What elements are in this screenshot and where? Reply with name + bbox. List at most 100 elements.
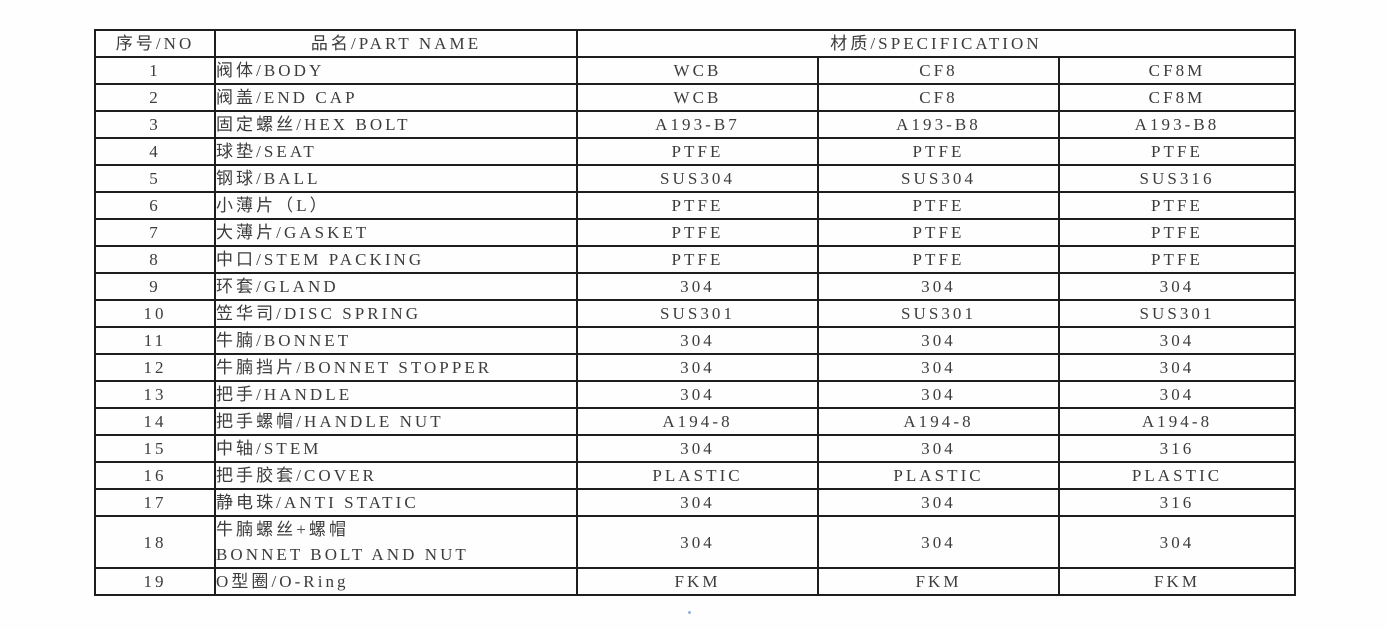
spec-cell-3: PTFE bbox=[1058, 191, 1296, 220]
part-name-cell: O型圈/O-Ring bbox=[214, 567, 578, 596]
spec-cell-1: SUS301 bbox=[576, 299, 819, 328]
parts-table-body: 1 阀体/BODY WCB CF8 CF8M 2 阀盖/END CAP WCB … bbox=[94, 56, 1296, 596]
row-no-cell: 19 bbox=[94, 567, 216, 596]
table-row: 9 环套/GLAND 304 304 304 bbox=[94, 272, 1296, 301]
spec-cell-2: 304 bbox=[817, 326, 1060, 355]
row-no-cell: 4 bbox=[94, 137, 216, 166]
part-name-cell: 静电珠/ANTI STATIC bbox=[214, 488, 578, 517]
part-name-line1: 把手螺帽/HANDLE NUT bbox=[216, 412, 444, 431]
table-row: 17 静电珠/ANTI STATIC 304 304 316 bbox=[94, 488, 1296, 517]
part-name-cell: 小薄片（L） bbox=[214, 191, 578, 220]
spec-cell-3: SUS301 bbox=[1058, 299, 1296, 328]
part-name-line1: 把手胶套/COVER bbox=[216, 466, 377, 485]
table-row: 8 中口/STEM PACKING PTFE PTFE PTFE bbox=[94, 245, 1296, 274]
spec-cell-1: PTFE bbox=[576, 191, 819, 220]
parts-spec-table: 序号/NO 品名/PART NAME 材质/SPECIFICATION 1 阀体… bbox=[94, 29, 1296, 596]
row-no-cell: 3 bbox=[94, 110, 216, 139]
spec-cell-1: 304 bbox=[576, 272, 819, 301]
part-name-line1: 把手/HANDLE bbox=[216, 385, 353, 404]
spec-cell-1: 304 bbox=[576, 353, 819, 382]
table-row: 11 牛腩/BONNET 304 304 304 bbox=[94, 326, 1296, 355]
spec-cell-1: SUS304 bbox=[576, 164, 819, 193]
spec-cell-2: PTFE bbox=[817, 245, 1060, 274]
spec-cell-1: 304 bbox=[576, 380, 819, 409]
header-row: 序号/NO 品名/PART NAME 材质/SPECIFICATION bbox=[94, 29, 1296, 58]
row-no-cell: 16 bbox=[94, 461, 216, 490]
row-no-cell: 17 bbox=[94, 488, 216, 517]
table-row: 13 把手/HANDLE 304 304 304 bbox=[94, 380, 1296, 409]
table-row: 16 把手胶套/COVER PLASTIC PLASTIC PLASTIC bbox=[94, 461, 1296, 490]
part-name-line1: 静电珠/ANTI STATIC bbox=[216, 493, 419, 512]
part-name-cell: 阀盖/END CAP bbox=[214, 83, 578, 112]
spec-cell-1: 304 bbox=[576, 515, 819, 569]
part-name-line1: 固定螺丝/HEX BOLT bbox=[216, 115, 411, 134]
spec-cell-3: 304 bbox=[1058, 380, 1296, 409]
row-no-cell: 11 bbox=[94, 326, 216, 355]
part-name-cell: 环套/GLAND bbox=[214, 272, 578, 301]
table-row: 3 固定螺丝/HEX BOLT A193-B7 A193-B8 A193-B8 bbox=[94, 110, 1296, 139]
part-name-cell: 中口/STEM PACKING bbox=[214, 245, 578, 274]
spec-cell-2: 304 bbox=[817, 434, 1060, 463]
row-no-cell: 5 bbox=[94, 164, 216, 193]
table-row: 18 牛腩螺丝+螺帽 BONNET BOLT AND NUT 304 304 3… bbox=[94, 515, 1296, 569]
spec-cell-3: 304 bbox=[1058, 272, 1296, 301]
part-name-line1: 球垫/SEAT bbox=[216, 142, 317, 161]
spec-cell-2: A194-8 bbox=[817, 407, 1060, 436]
table-row: 7 大薄片/GASKET PTFE PTFE PTFE bbox=[94, 218, 1296, 247]
part-name-cell: 牛腩螺丝+螺帽 BONNET BOLT AND NUT bbox=[214, 515, 578, 569]
row-no-cell: 15 bbox=[94, 434, 216, 463]
part-name-line1: 牛腩螺丝+螺帽 bbox=[216, 520, 350, 539]
spec-cell-3: PTFE bbox=[1058, 245, 1296, 274]
part-name-cell: 大薄片/GASKET bbox=[214, 218, 578, 247]
spec-cell-1: PTFE bbox=[576, 137, 819, 166]
table-row: 19 O型圈/O-Ring FKM FKM FKM bbox=[94, 567, 1296, 596]
part-name-cell: 球垫/SEAT bbox=[214, 137, 578, 166]
table-row: 10 笠华司/DISC SPRING SUS301 SUS301 SUS301 bbox=[94, 299, 1296, 328]
spec-cell-2: SUS301 bbox=[817, 299, 1060, 328]
spec-cell-2: 304 bbox=[817, 380, 1060, 409]
row-no-cell: 9 bbox=[94, 272, 216, 301]
part-name-cell: 阀体/BODY bbox=[214, 56, 578, 85]
spec-cell-1: PLASTIC bbox=[576, 461, 819, 490]
part-name-line1: 大薄片/GASKET bbox=[216, 223, 370, 242]
row-no-cell: 7 bbox=[94, 218, 216, 247]
spec-cell-1: A194-8 bbox=[576, 407, 819, 436]
part-name-line1: 牛腩/BONNET bbox=[216, 331, 352, 350]
spec-cell-2: PTFE bbox=[817, 218, 1060, 247]
spec-cell-2: PTFE bbox=[817, 137, 1060, 166]
spec-cell-2: 304 bbox=[817, 515, 1060, 569]
part-name-line1: 牛腩挡片/BONNET STOPPER bbox=[216, 358, 493, 377]
table-row: 4 球垫/SEAT PTFE PTFE PTFE bbox=[94, 137, 1296, 166]
part-name-cell: 把手胶套/COVER bbox=[214, 461, 578, 490]
scan-artifact-dot bbox=[688, 611, 691, 614]
spec-cell-3: SUS316 bbox=[1058, 164, 1296, 193]
spec-cell-1: WCB bbox=[576, 83, 819, 112]
spec-cell-3: PLASTIC bbox=[1058, 461, 1296, 490]
row-no-cell: 8 bbox=[94, 245, 216, 274]
row-no-cell: 1 bbox=[94, 56, 216, 85]
table-row: 1 阀体/BODY WCB CF8 CF8M bbox=[94, 56, 1296, 85]
spec-cell-2: A193-B8 bbox=[817, 110, 1060, 139]
spec-cell-3: 316 bbox=[1058, 434, 1296, 463]
spec-cell-2: CF8 bbox=[817, 83, 1060, 112]
spec-cell-1: PTFE bbox=[576, 218, 819, 247]
part-name-line1: O型圈/O-Ring bbox=[216, 572, 349, 591]
table-row: 6 小薄片（L） PTFE PTFE PTFE bbox=[94, 191, 1296, 220]
spec-cell-2: 304 bbox=[817, 272, 1060, 301]
part-name-cell: 笠华司/DISC SPRING bbox=[214, 299, 578, 328]
table-row: 14 把手螺帽/HANDLE NUT A194-8 A194-8 A194-8 bbox=[94, 407, 1296, 436]
spec-cell-3: CF8M bbox=[1058, 83, 1296, 112]
part-name-cell: 中轴/STEM bbox=[214, 434, 578, 463]
spec-cell-2: FKM bbox=[817, 567, 1060, 596]
spec-cell-1: 304 bbox=[576, 434, 819, 463]
part-name-line1: 阀体/BODY bbox=[216, 61, 325, 80]
spec-cell-2: PTFE bbox=[817, 191, 1060, 220]
spec-cell-3: 316 bbox=[1058, 488, 1296, 517]
part-name-line1: 笠华司/DISC SPRING bbox=[216, 304, 422, 323]
row-no-cell: 18 bbox=[94, 515, 216, 569]
row-no-cell: 6 bbox=[94, 191, 216, 220]
row-no-cell: 13 bbox=[94, 380, 216, 409]
spec-cell-3: A194-8 bbox=[1058, 407, 1296, 436]
spec-cell-1: 304 bbox=[576, 488, 819, 517]
